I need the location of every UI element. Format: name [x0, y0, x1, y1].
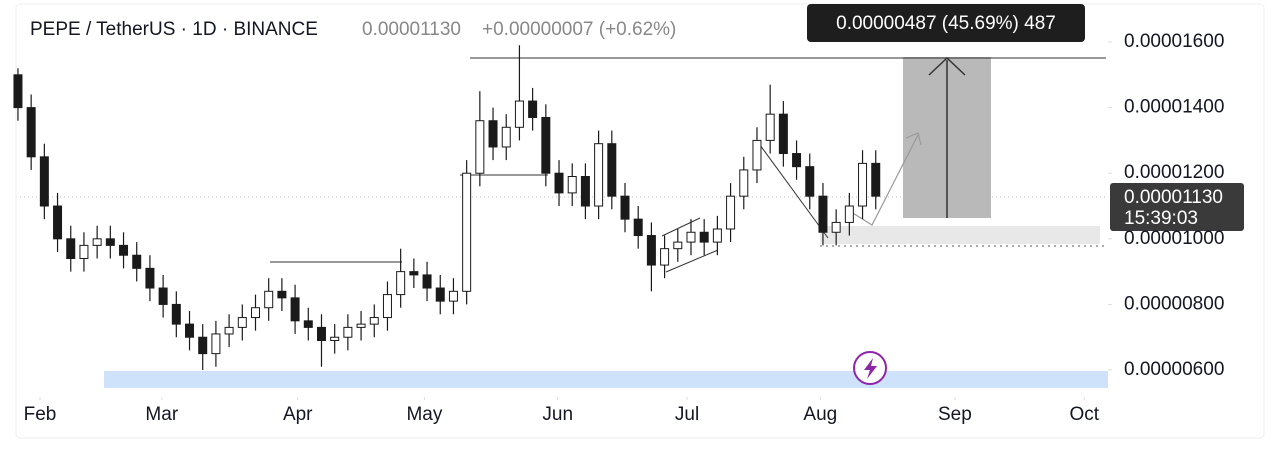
price-tag-countdown: 15:39:03: [1124, 208, 1198, 229]
trend-line: [759, 144, 829, 239]
candle-body: [501, 126, 511, 148]
price-tag-value: 0.00001130: [1124, 187, 1223, 208]
candle-body: [369, 317, 379, 325]
x-tick-label: Jun: [542, 404, 573, 425]
channel-line: [665, 249, 719, 273]
candle-body: [185, 323, 195, 338]
y-tick-label: 0.00001400: [1124, 97, 1224, 118]
candle-body: [554, 172, 564, 194]
candle-body: [686, 231, 696, 243]
candle-body: [145, 267, 155, 289]
measure-label: 0.00000487 (45.69%) 487: [836, 13, 1056, 34]
candle-body: [211, 333, 221, 355]
candle-body: [660, 248, 670, 266]
x-tick-label: Feb: [24, 404, 57, 425]
channel-line: [661, 217, 701, 237]
projection-arrowhead: [905, 132, 922, 146]
x-tick-label: Jul: [675, 404, 699, 425]
price-tag: [1110, 183, 1244, 231]
y-tick-label: 0.00000800: [1124, 293, 1224, 314]
candle-body: [673, 241, 683, 250]
candle-body: [92, 238, 102, 246]
candle-body: [752, 139, 762, 171]
candle-body: [264, 290, 274, 309]
candle-body: [765, 113, 775, 141]
candle-body: [198, 336, 208, 355]
candle-body: [409, 271, 419, 276]
candle-body: [620, 195, 630, 220]
candle-body: [158, 287, 168, 305]
demand-zone: [820, 226, 1100, 244]
event-bolt: [864, 358, 877, 379]
x-tick-label: Aug: [803, 404, 837, 425]
candle-body: [435, 287, 445, 302]
y-tick-label: 0.00000600: [1124, 359, 1224, 380]
candle-body: [39, 156, 49, 207]
candle-body: [356, 323, 366, 328]
x-tick-label: Apr: [283, 404, 313, 425]
candle-body: [607, 143, 617, 197]
projection-arrow: [847, 134, 919, 226]
candle-body: [330, 336, 340, 342]
candle-body: [792, 153, 802, 168]
candle-body: [646, 235, 656, 266]
candle-body: [171, 303, 181, 325]
candle-body: [79, 244, 89, 260]
y-tick-label: 0.00001600: [1124, 31, 1224, 52]
candle-body: [13, 74, 23, 109]
candle-body: [277, 290, 287, 299]
candle-body: [250, 307, 260, 319]
support-zone: [104, 371, 1108, 388]
candle-body: [567, 175, 577, 194]
candle-body: [66, 238, 76, 260]
candle-body: [53, 205, 63, 240]
candle-body: [237, 317, 247, 328]
candle-body: [488, 120, 498, 148]
candle-body: [26, 107, 36, 158]
candle-body: [871, 162, 881, 197]
candle-body: [726, 195, 736, 230]
x-tick-label: Mar: [145, 404, 178, 425]
y-tick-label: 0.00001000: [1124, 228, 1224, 249]
candle-body: [290, 297, 300, 322]
x-tick-label: May: [406, 404, 442, 425]
candle-body: [818, 195, 828, 233]
candle-body: [343, 326, 353, 338]
candle-body: [462, 172, 472, 292]
measure-tooltip: [807, 4, 1085, 42]
candle-body: [580, 175, 590, 207]
candle-body: [699, 231, 709, 243]
candle-body: [132, 254, 142, 269]
candle-body: [224, 326, 234, 335]
candle-body: [831, 221, 841, 233]
price-change: +0.00000007 (+0.62%): [482, 19, 676, 40]
candle-body: [422, 274, 432, 289]
candle-body: [514, 100, 524, 128]
x-tick-label: Sep: [938, 404, 972, 425]
candle-body: [528, 100, 538, 118]
candle-body: [448, 290, 458, 302]
candle-body: [316, 326, 326, 342]
x-tick-label: Oct: [1069, 404, 1099, 425]
candles: [13, 45, 881, 371]
candle-body: [303, 320, 313, 328]
candle-body: [105, 238, 115, 246]
candle-body: [594, 143, 604, 207]
candle-body: [396, 271, 406, 296]
last-price: 0.00001130: [362, 19, 461, 40]
candle-body: [712, 228, 722, 243]
candle-body: [805, 166, 815, 197]
candle-body: [778, 113, 788, 155]
candle-body: [844, 205, 854, 223]
candle-body: [119, 244, 129, 256]
candle-body: [858, 162, 868, 207]
y-tick-label: 0.00001200: [1124, 162, 1224, 183]
candle-body: [541, 116, 551, 174]
candle-body: [475, 120, 485, 174]
candle-body: [739, 169, 749, 197]
candle-body: [382, 294, 392, 319]
symbol-title: PEPE / TetherUS · 1D · BINANCE: [30, 19, 318, 40]
candle-body: [633, 218, 643, 237]
